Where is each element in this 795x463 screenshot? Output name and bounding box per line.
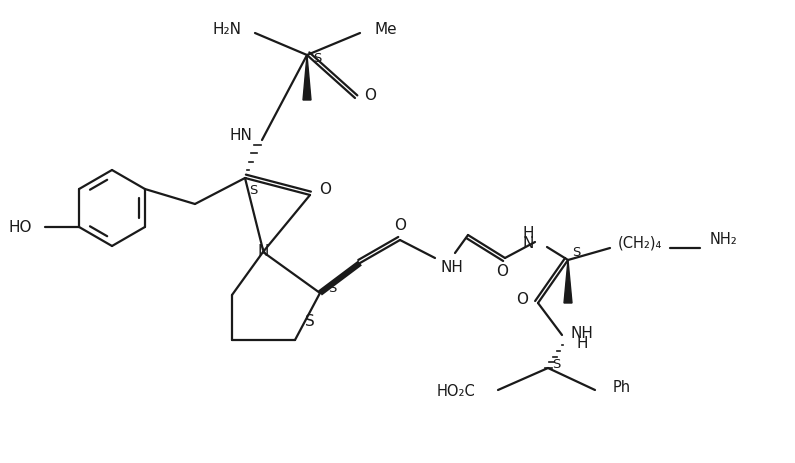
Text: HO: HO bbox=[9, 219, 32, 234]
Text: S: S bbox=[249, 183, 258, 196]
Text: NH₂: NH₂ bbox=[710, 232, 738, 248]
Text: N: N bbox=[258, 244, 269, 259]
Text: H₂N: H₂N bbox=[213, 23, 242, 38]
Text: O: O bbox=[496, 264, 508, 280]
Text: Me: Me bbox=[375, 23, 398, 38]
Text: S: S bbox=[312, 52, 321, 65]
Text: S: S bbox=[572, 246, 580, 259]
Text: NH: NH bbox=[570, 325, 593, 340]
Text: O: O bbox=[394, 218, 406, 232]
Polygon shape bbox=[303, 55, 311, 100]
Text: NH: NH bbox=[440, 261, 463, 275]
Text: H: H bbox=[522, 225, 533, 240]
Polygon shape bbox=[564, 260, 572, 303]
Text: S: S bbox=[328, 282, 336, 294]
Text: N: N bbox=[522, 237, 533, 251]
Text: Ph: Ph bbox=[613, 381, 631, 395]
Text: (CH₂)₄: (CH₂)₄ bbox=[618, 236, 662, 250]
Text: S: S bbox=[305, 314, 315, 330]
Text: S: S bbox=[552, 357, 560, 370]
Text: HN: HN bbox=[229, 129, 252, 144]
Text: H: H bbox=[576, 337, 588, 351]
Text: O: O bbox=[516, 293, 528, 307]
Text: O: O bbox=[319, 182, 331, 198]
Text: O: O bbox=[364, 88, 376, 102]
Text: HO₂C: HO₂C bbox=[436, 384, 475, 400]
